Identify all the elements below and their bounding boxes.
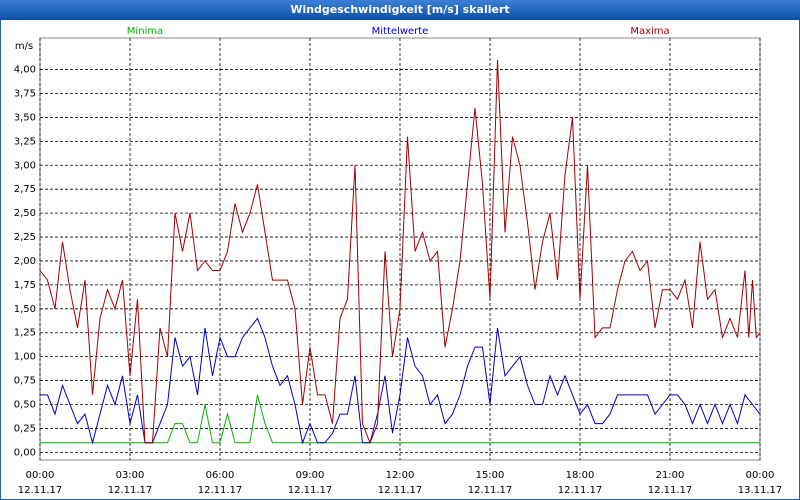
y-tick-label: 2,25 [14,232,36,243]
x-tick-label: 00:00 [26,470,55,481]
x-tick-date: 12.11.17 [378,485,423,496]
x-tick-label: 03:00 [116,470,145,481]
x-tick-label: 00:00 [746,470,775,481]
legend-label: Mittelwerte [372,26,429,37]
x-tick-date: 12.11.17 [108,485,153,496]
x-tick-label: 09:00 [296,470,325,481]
title-bar [0,0,800,20]
series-line [40,317,761,445]
x-tick-date: 12.11.17 [558,485,603,496]
y-tick-label: 3,75 [14,89,36,100]
x-tick-date: 12.11.17 [198,485,243,496]
y-tick-label: 0,75 [14,376,36,387]
y-tick-label: 1,25 [14,328,36,339]
x-tick-date: 13.11.17 [738,485,783,496]
y-tick-label: 2,75 [14,184,36,195]
x-tick-label: 21:00 [656,470,685,481]
y-tick-label: 1,50 [14,304,36,315]
y-tick-label: 1,75 [14,280,36,291]
series-line [40,394,760,444]
x-tick-date: 12.11.17 [468,485,513,496]
y-unit: m/s [15,41,33,52]
y-tick-label: 0,25 [14,423,36,434]
y-tick-label: 4,00 [14,65,36,76]
y-tick-label: 1,00 [14,352,36,363]
y-tick-label: 2,50 [14,208,36,219]
legend-label: Minima [127,26,163,37]
y-tick-label: 0,00 [14,447,36,458]
x-tick-label: 15:00 [476,470,505,481]
y-tick-label: 2,00 [14,256,36,267]
x-tick-label: 06:00 [206,470,235,481]
x-tick-label: 12:00 [386,470,415,481]
y-tick-label: 3,25 [14,136,36,147]
legend-label: Maxima [630,26,669,37]
chart-title: Windgeschwindigkeit [m/s] skaliert [290,3,509,16]
x-tick-label: 18:00 [566,470,595,481]
y-tick-label: 0,50 [14,399,36,410]
x-tick-date: 12.11.17 [288,485,333,496]
y-tick-label: 3,50 [14,112,36,123]
x-tick-date: 12.11.17 [18,485,63,496]
series-line [39,59,761,445]
x-tick-date: 12.11.17 [648,485,693,496]
y-tick-label: 3,00 [14,160,36,171]
